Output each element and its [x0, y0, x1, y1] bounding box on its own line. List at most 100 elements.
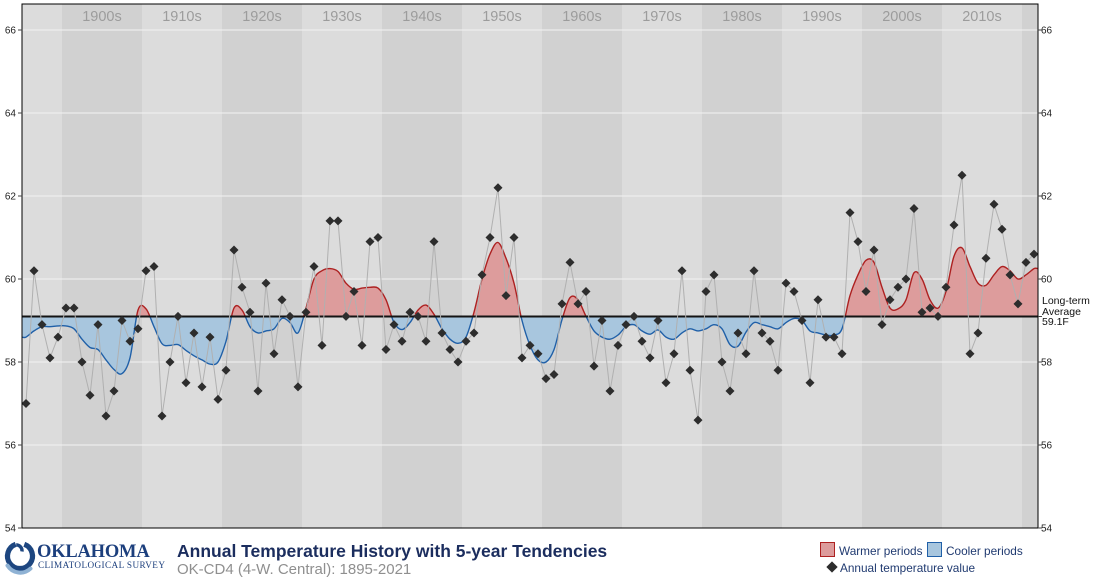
annual-value-diamond	[61, 303, 71, 313]
y-axis-labels: 54 54 56 56 58 58 60 60 62 62 64 64 66 66	[5, 26, 1053, 535]
annual-value-diamond	[733, 328, 743, 338]
y-axis-label-left: 64	[5, 109, 17, 120]
annual-value-diamond	[965, 349, 975, 359]
annual-value-diamond	[429, 237, 439, 247]
annual-value-diamond	[669, 349, 679, 359]
annual-value-diamond	[221, 365, 231, 375]
y-axis-label-right: 60	[1041, 275, 1053, 286]
cooler-periods-label: Cooler periods	[946, 544, 1023, 558]
y-axis-label-right: 64	[1041, 109, 1053, 120]
annual-value-diamond	[421, 336, 431, 346]
annual-value-diamond	[341, 311, 351, 321]
annual-value-diamond	[205, 332, 215, 342]
annual-value-diamond	[797, 316, 807, 325]
annual-value-diamond	[573, 299, 583, 309]
annual-value-diamond	[469, 328, 479, 338]
decade-band	[622, 4, 702, 528]
annual-value-diamond	[661, 378, 671, 388]
annual-value-diamond	[349, 286, 359, 296]
y-axis-label-left: 66	[5, 26, 17, 37]
ocs-logo-icon	[4, 541, 36, 575]
decade-bands	[22, 4, 1038, 528]
annual-value-diamond	[869, 245, 879, 255]
annual-value-diamond	[381, 345, 391, 355]
decade-label: 1910s	[162, 9, 202, 25]
annual-value-diamond	[517, 353, 527, 363]
annual-value-diamond	[93, 320, 103, 330]
annual-value-diamond	[1029, 249, 1039, 259]
annual-value-diamond	[925, 303, 935, 313]
annual-value-diamond	[805, 378, 815, 388]
annual-value-diamond	[173, 311, 183, 321]
annual-value-diamond	[437, 328, 447, 338]
annual-value-diamond	[645, 353, 655, 363]
annual-value-diamond	[165, 357, 175, 367]
annual-value-diamond	[213, 394, 223, 404]
decade-band	[222, 4, 302, 528]
annual-value-diamond	[181, 378, 191, 388]
annual-value-diamond	[501, 291, 511, 301]
decade-label: 1900s	[82, 9, 122, 25]
annual-value-diamond	[157, 411, 167, 421]
long-term-average-annotation: Long-term Average 59.1F	[1042, 295, 1090, 328]
annual-value-diamond	[53, 332, 63, 342]
annual-value-diamond	[245, 307, 255, 317]
annual-value-diamond	[813, 295, 823, 305]
decade-label: 2000s	[882, 9, 922, 25]
logo-name: OKLAHOMA	[37, 542, 150, 562]
y-axis-label-left: 56	[5, 441, 17, 452]
annual-value-diamond	[293, 382, 303, 392]
warmer-periods-swatch	[820, 542, 835, 557]
annual-value-diamond	[1021, 257, 1031, 267]
annual-value-diamond	[1013, 299, 1023, 309]
gridlines	[22, 29, 1038, 446]
y-axis-label-left: 54	[5, 524, 17, 535]
annual-value-diamond	[653, 316, 663, 325]
annual-value-diamond	[565, 257, 575, 267]
decade-band	[702, 4, 782, 528]
annual-value-diamond	[861, 286, 871, 296]
y-axis-label-right: 66	[1041, 26, 1053, 37]
annual-value-diamond	[917, 307, 927, 317]
annual-value-diamond	[877, 320, 887, 330]
decade-label: 1980s	[722, 9, 762, 25]
annual-value-diamond	[541, 374, 551, 384]
annual-value-diamond	[533, 349, 543, 359]
annual-value-diamond	[397, 336, 407, 346]
annual-value-diamond	[749, 266, 759, 276]
annual-value-diamond	[957, 170, 967, 180]
y-axis-label-right: 56	[1041, 441, 1053, 452]
annual-value-diamond	[789, 286, 799, 296]
annual-value-diamond	[677, 266, 687, 276]
annual-value-diamond	[981, 253, 991, 263]
decade-band	[62, 4, 142, 528]
y-axis-label-right: 58	[1041, 358, 1053, 369]
annual-value-diamond	[1005, 270, 1015, 280]
decade-band	[542, 4, 622, 528]
chart-title: Annual Temperature History with 5-year T…	[177, 541, 608, 561]
annual-value-diamond	[845, 208, 855, 218]
annual-value-diamond	[765, 336, 775, 346]
annual-value-diamond	[277, 295, 287, 305]
annual-value-diamond	[941, 282, 951, 292]
annual-value-diamond	[389, 320, 399, 330]
annual-value-diamond	[613, 340, 623, 350]
annual-value-diamond	[325, 216, 335, 226]
decade-band	[22, 4, 62, 528]
annual-value-diamond	[477, 270, 487, 280]
annual-value-diamond	[261, 278, 271, 288]
annual-value-diamond	[45, 353, 55, 363]
annual-value-diamond	[605, 386, 615, 396]
annual-value-diamond	[29, 266, 39, 276]
annual-value-diamond	[269, 349, 279, 359]
annual-value-diamond	[989, 199, 999, 209]
annual-value-diamond	[685, 365, 695, 375]
decade-label: 1940s	[402, 9, 442, 25]
chart-subtitle: OK-CD4 (4-W. Central): 1895-2021	[177, 561, 412, 578]
annual-value-diamond	[741, 349, 751, 359]
warmer-area	[22, 242, 1038, 317]
annual-value-diamond	[485, 233, 495, 242]
annual-value-diamond	[413, 311, 423, 321]
annual-value-diamond	[85, 390, 95, 400]
